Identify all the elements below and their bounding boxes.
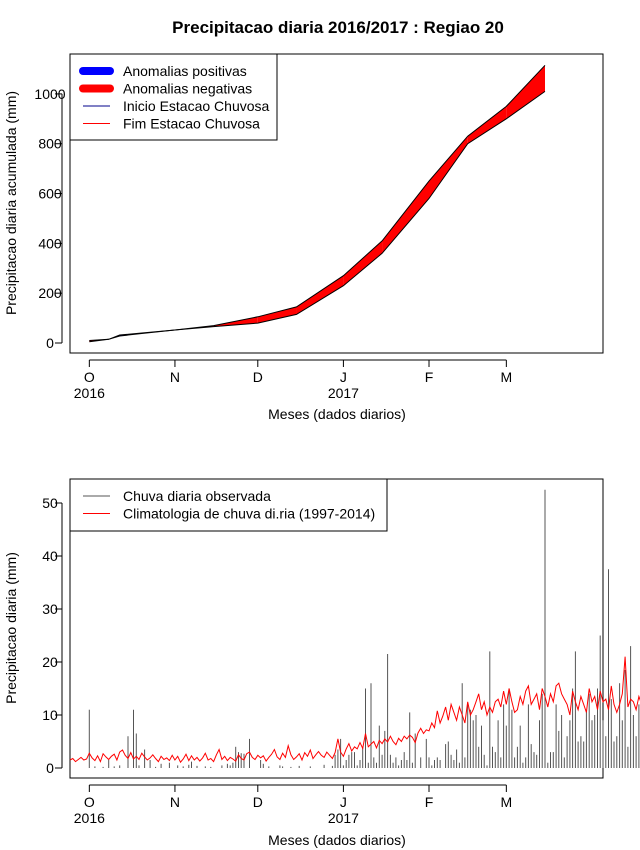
climatology-accumulated-line xyxy=(89,64,546,341)
x-year-label: 2017 xyxy=(328,810,359,826)
y-tick-label: 0 xyxy=(46,335,54,351)
plot-frame xyxy=(69,53,604,354)
negative-anomaly-area xyxy=(467,106,507,144)
y-axis: 0 10 20 30 40 50 xyxy=(42,495,63,776)
x-axis: O N D J F M 2016 2017 xyxy=(74,359,513,401)
y-tick-label: 600 xyxy=(38,186,62,202)
observed-accumulated-line xyxy=(89,90,546,343)
legend-label: Chuva diaria observada xyxy=(123,488,271,504)
y-tick-label: 20 xyxy=(42,654,58,670)
legend-label: Anomalias negativas xyxy=(123,81,252,97)
legend-label: Inicio Estacao Chuvosa xyxy=(123,98,270,114)
legend: Chuva diaria observada Climatologia de ch… xyxy=(69,478,388,532)
anomaly-areas xyxy=(89,64,546,343)
daily-panel: 0 10 20 30 40 50 O N D J F M 2016 2017 Meses (dados … xyxy=(3,478,640,848)
y-tick-label: 50 xyxy=(42,495,58,511)
x-axis-label: Meses (dados diarios) xyxy=(268,832,406,848)
y-tick-label: 10 xyxy=(42,707,58,723)
x-year-label: 2017 xyxy=(328,385,359,401)
x-tick-label: D xyxy=(253,794,263,810)
legend-label: Anomalias positivas xyxy=(123,63,247,79)
legend: Anomalias positivas Anomalias negativasIn… xyxy=(69,53,278,141)
y-axis-label: Precipitacao diaria acumulada (mm) xyxy=(3,91,19,315)
x-tick-label: D xyxy=(253,369,263,385)
legend-label: Fim Estacao Chuvosa xyxy=(123,116,260,132)
accumulated-panel: 0 200 400 600 800 1000 O N D J F M 2016 2017 Meses (… xyxy=(3,53,604,422)
x-tick-label: F xyxy=(425,369,434,385)
x-tick-label: N xyxy=(170,369,180,385)
climatology-daily-line xyxy=(69,656,640,764)
y-tick-label: 30 xyxy=(42,601,58,617)
x-tick-label: M xyxy=(501,794,513,810)
negative-anomaly-area xyxy=(382,181,430,254)
y-axis: 0 200 400 600 800 1000 xyxy=(34,86,65,351)
y-tick-label: 40 xyxy=(42,548,58,564)
x-tick-label: J xyxy=(340,794,347,810)
y-tick-label: 0 xyxy=(46,760,54,776)
y-tick-label: 400 xyxy=(38,235,62,251)
y-axis-label: Precipitacao diaria (mm) xyxy=(3,552,19,704)
legend-box xyxy=(69,478,388,532)
negative-anomaly-area xyxy=(429,136,468,199)
main-title: Precipitacao diaria 2016/2017 : Regiao 2… xyxy=(172,18,504,37)
climatology-line xyxy=(69,656,640,764)
negative-anomaly-area xyxy=(296,275,344,315)
x-tick-label: F xyxy=(425,794,434,810)
y-tick-label: 1000 xyxy=(34,86,65,102)
x-year-label: 2016 xyxy=(74,385,105,401)
x-axis-label: Meses (dados diarios) xyxy=(268,406,406,422)
y-tick-label: 800 xyxy=(38,136,62,152)
x-year-label: 2016 xyxy=(74,810,105,826)
x-tick-label: O xyxy=(84,794,95,810)
legend-label: Climatologia de chuva di.ria (1997-2014) xyxy=(123,506,375,522)
x-tick-label: J xyxy=(340,369,347,385)
x-tick-label: N xyxy=(170,794,180,810)
x-tick-label: O xyxy=(84,369,95,385)
daily-bars xyxy=(88,489,640,768)
negative-anomaly-area xyxy=(506,65,546,119)
negative-anomaly-area xyxy=(257,306,297,324)
x-axis: O N D J F M 2016 2017 xyxy=(74,784,513,826)
negative-anomaly-area xyxy=(343,240,383,286)
y-tick-label: 200 xyxy=(38,285,62,301)
x-tick-label: M xyxy=(501,369,513,385)
